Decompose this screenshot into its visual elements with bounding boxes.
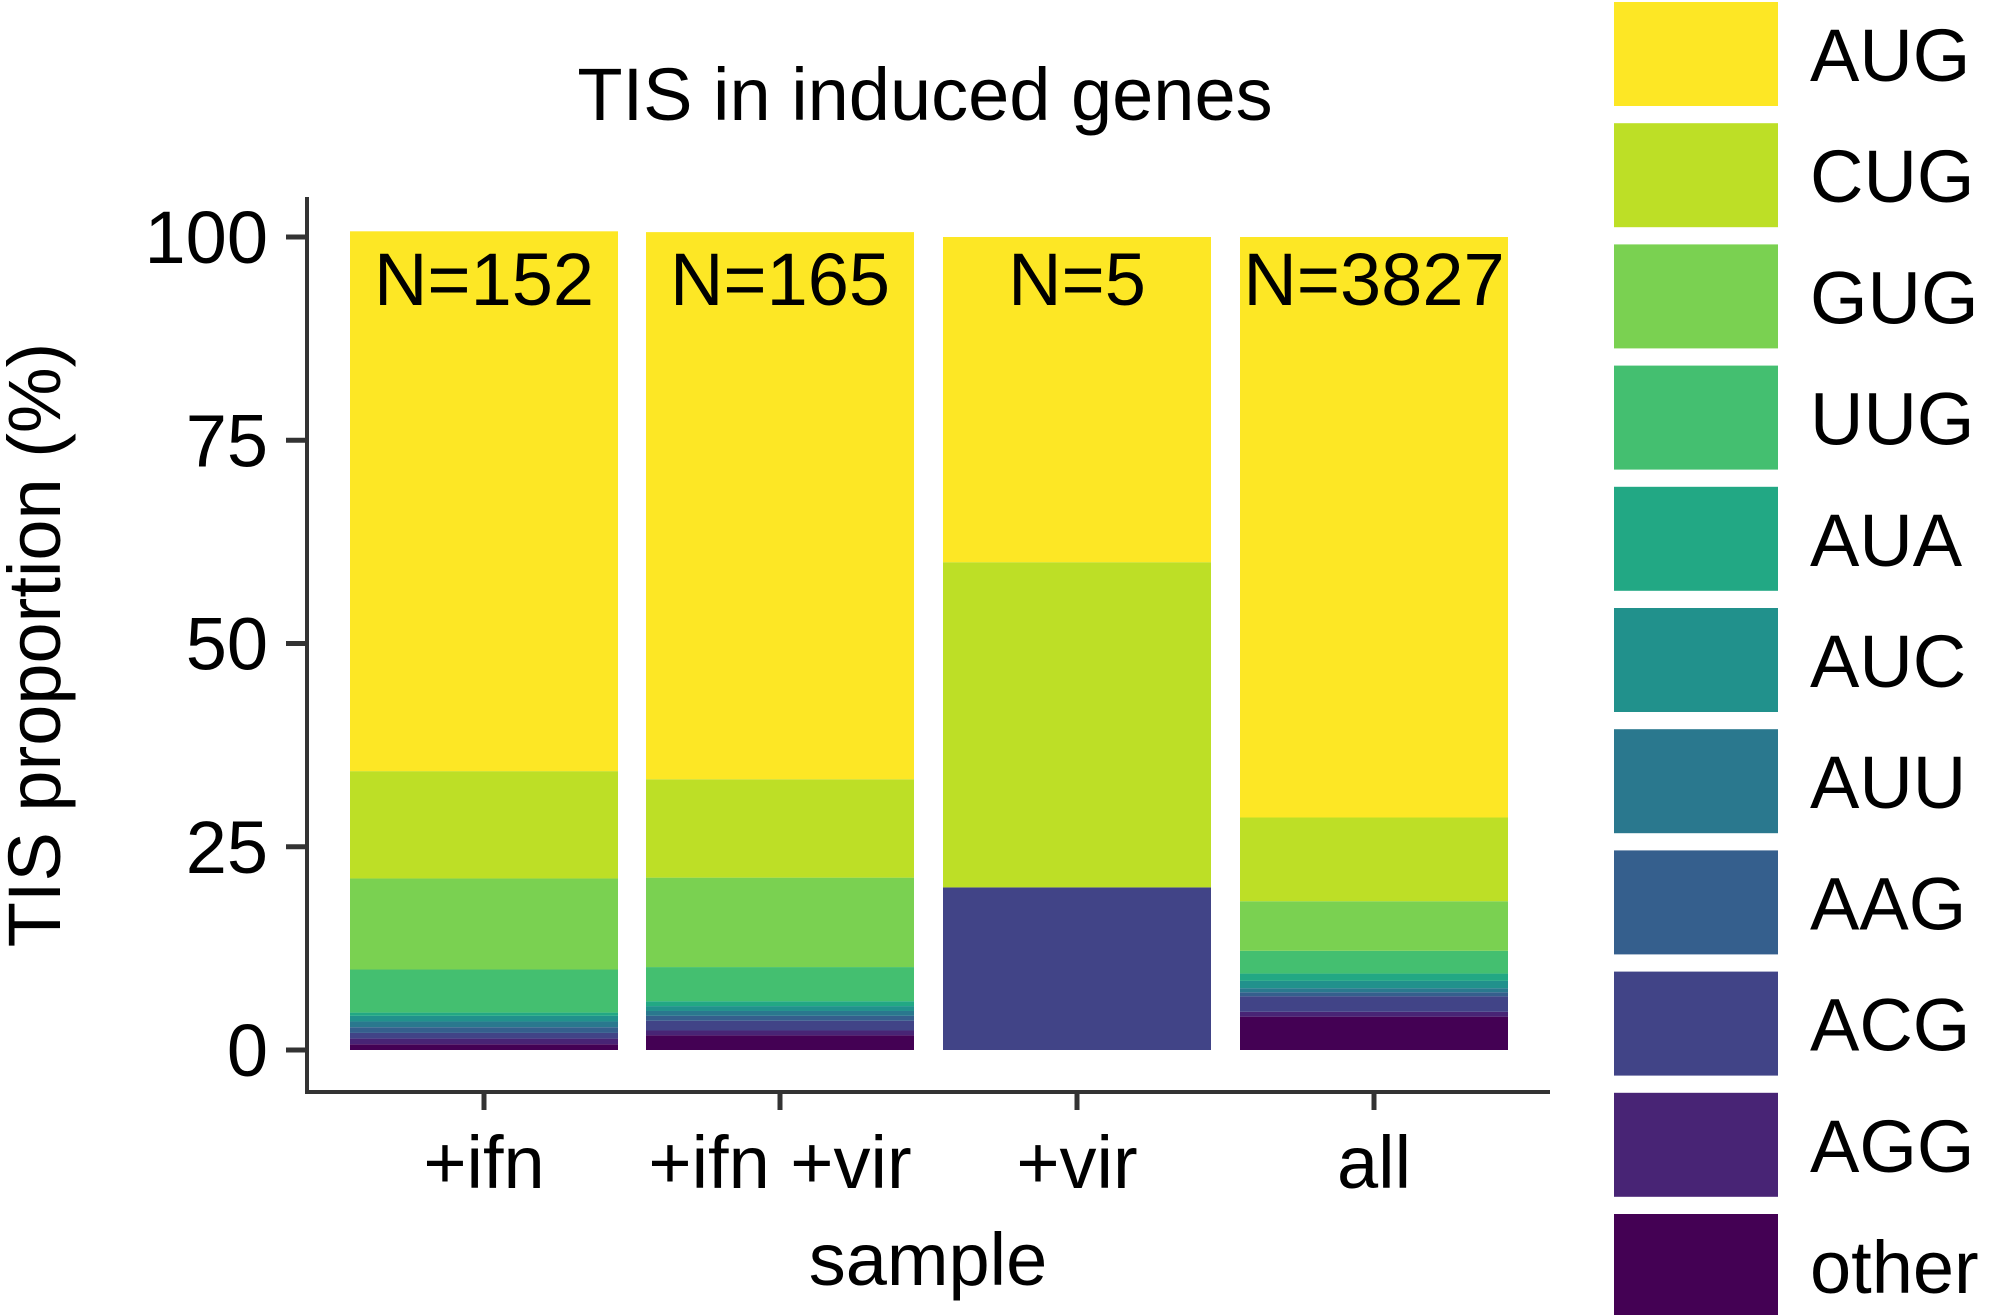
bar-count-label: N=3827 xyxy=(1243,238,1504,321)
bar-segment-aug-2 xyxy=(646,232,914,780)
legend-key-aag xyxy=(1614,850,1778,955)
bar-segment-cug-2 xyxy=(646,779,914,878)
bar-segment-aag-1 xyxy=(350,1027,618,1033)
bar-segment-gug-4 xyxy=(1240,901,1508,951)
legend-key-uug xyxy=(1614,365,1778,470)
legend-label-gug: GUG xyxy=(1810,256,1979,339)
y-tick-label: 100 xyxy=(145,196,268,279)
bar-segment-aag-2 xyxy=(646,1015,914,1021)
bar-segment-aua-2 xyxy=(646,1001,914,1007)
bar-segment-other-4 xyxy=(1240,1016,1508,1050)
chart-title: TIS in induced genes xyxy=(577,53,1272,136)
bar-segment-auu-2 xyxy=(646,1010,914,1016)
bar-segment-cug-3 xyxy=(943,562,1211,888)
legend-key-gug xyxy=(1614,244,1778,349)
bar-segment-auc-1 xyxy=(350,1015,618,1022)
bar-segment-aua-1 xyxy=(350,1012,618,1016)
legend-key-auu xyxy=(1614,729,1778,834)
x-tick-label: all xyxy=(1337,1121,1411,1204)
x-tick-label: +ifn +vir xyxy=(648,1121,911,1204)
bar-segment-auu-4 xyxy=(1240,988,1508,993)
bar-count-label: N=165 xyxy=(670,238,890,321)
legend-label-uug: UUG xyxy=(1810,378,1974,461)
n-labels-layer: N=152 N=165 N=5 N=3827 xyxy=(374,238,1505,321)
bar-segment-aug-3 xyxy=(943,237,1211,563)
bar-segment-uug-4 xyxy=(1240,950,1508,974)
y-tick-label: 75 xyxy=(186,399,268,482)
x-tick-label: +vir xyxy=(1016,1121,1137,1204)
legend-label-auu: AUU xyxy=(1810,741,1966,824)
bar-segment-acg-4 xyxy=(1240,996,1508,1012)
y-tick-label: 0 xyxy=(227,1009,268,1092)
legend-label-cug: CUG xyxy=(1810,135,1974,218)
bar-segment-auc-4 xyxy=(1240,980,1508,989)
bar-segment-gug-1 xyxy=(350,878,618,970)
bar-segment-acg-2 xyxy=(646,1020,914,1031)
legend-label-aag: AAG xyxy=(1810,862,1966,945)
bar-segment-aug-4 xyxy=(1240,237,1508,818)
bar-segment-gug-2 xyxy=(646,877,914,968)
legend: AUG CUG GUG UUG AUA AUC AUU AAG ACG AGG other xyxy=(1614,2,1979,1315)
bar-segment-cug-4 xyxy=(1240,817,1508,902)
bar-segment-acg-1 xyxy=(350,1032,618,1039)
y-ticks-layer: 0 25 50 75 100 xyxy=(145,196,307,1092)
bar-count-label: N=5 xyxy=(1008,238,1146,321)
legend-key-other xyxy=(1614,1214,1778,1315)
legend-key-auc xyxy=(1614,608,1778,712)
bar-segment-aug-1 xyxy=(350,231,618,772)
bar-segment-aag-4 xyxy=(1240,992,1508,997)
bar-segment-auu-1 xyxy=(350,1021,618,1028)
bar-segment-cug-1 xyxy=(350,771,618,879)
legend-label-aug: AUG xyxy=(1810,14,1970,97)
legend-key-aug xyxy=(1614,2,1778,106)
x-ticks-layer: +ifn +ifn +vir +vir all xyxy=(423,1092,1411,1204)
x-tick-label: +ifn xyxy=(423,1121,544,1204)
legend-key-aua xyxy=(1614,486,1778,591)
bar-segment-uug-2 xyxy=(646,967,914,1002)
legend-label-aua: AUA xyxy=(1810,499,1963,582)
x-axis-label: sample xyxy=(809,1218,1048,1301)
y-axis-label: TIS proportion (%) xyxy=(0,343,76,948)
legend-key-acg xyxy=(1614,971,1778,1076)
legend-label-acg: ACG xyxy=(1810,984,1970,1067)
legend-label-auc: AUC xyxy=(1810,620,1966,703)
y-tick-label: 25 xyxy=(186,806,268,889)
legend-key-agg xyxy=(1614,1092,1778,1197)
bar-segment-agg-4 xyxy=(1240,1011,1508,1017)
bar-segment-agg-1 xyxy=(350,1038,618,1045)
bar-segment-uug-1 xyxy=(350,969,618,1013)
bar-segment-other-2 xyxy=(646,1035,914,1050)
legend-key-cug xyxy=(1614,123,1778,228)
bar-segment-auc-2 xyxy=(646,1006,914,1011)
legend-label-agg: AGG xyxy=(1810,1105,1974,1188)
bar-segment-acg-3 xyxy=(943,887,1211,1050)
bar-segment-other-1 xyxy=(350,1044,618,1050)
bar-segment-agg-2 xyxy=(646,1030,914,1036)
bar-segment-aua-4 xyxy=(1240,973,1508,981)
legend-label-other: other xyxy=(1810,1226,1979,1309)
y-tick-label: 50 xyxy=(186,603,268,686)
bar-count-label: N=152 xyxy=(374,238,594,321)
bars-layer xyxy=(350,231,1508,1050)
